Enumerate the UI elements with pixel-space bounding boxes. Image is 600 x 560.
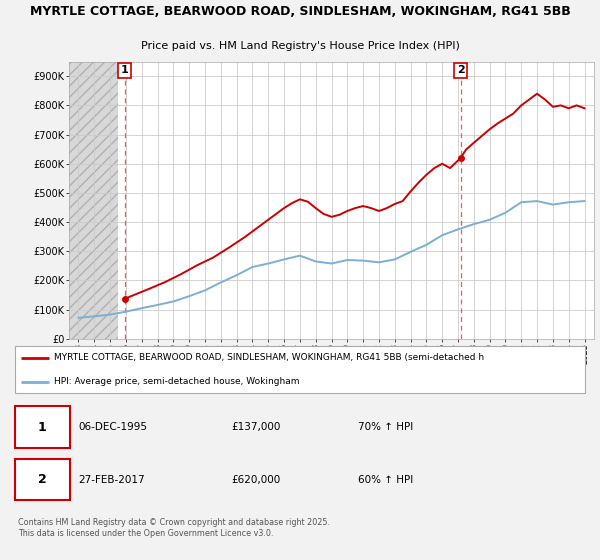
FancyBboxPatch shape xyxy=(15,459,70,500)
Text: 2: 2 xyxy=(457,66,464,76)
Bar xyxy=(69,62,118,339)
Text: 2: 2 xyxy=(38,473,46,486)
Text: MYRTLE COTTAGE, BEARWOOD ROAD, SINDLESHAM, WOKINGHAM, RG41 5BB: MYRTLE COTTAGE, BEARWOOD ROAD, SINDLESHA… xyxy=(29,5,571,18)
Text: Price paid vs. HM Land Registry's House Price Index (HPI): Price paid vs. HM Land Registry's House … xyxy=(140,41,460,51)
Text: MYRTLE COTTAGE, BEARWOOD ROAD, SINDLESHAM, WOKINGHAM, RG41 5BB (semi-detached h: MYRTLE COTTAGE, BEARWOOD ROAD, SINDLESHA… xyxy=(54,353,484,362)
Text: HPI: Average price, semi-detached house, Wokingham: HPI: Average price, semi-detached house,… xyxy=(54,377,299,386)
Text: £620,000: £620,000 xyxy=(231,474,280,484)
Text: 06-DEC-1995: 06-DEC-1995 xyxy=(78,422,147,432)
Text: 70% ↑ HPI: 70% ↑ HPI xyxy=(358,422,413,432)
Text: 1: 1 xyxy=(121,66,128,76)
Text: 60% ↑ HPI: 60% ↑ HPI xyxy=(358,474,413,484)
Text: 1: 1 xyxy=(38,421,46,433)
Text: £137,000: £137,000 xyxy=(231,422,280,432)
FancyBboxPatch shape xyxy=(15,407,70,448)
Text: 27-FEB-2017: 27-FEB-2017 xyxy=(78,474,145,484)
FancyBboxPatch shape xyxy=(15,347,585,393)
Text: Contains HM Land Registry data © Crown copyright and database right 2025.
This d: Contains HM Land Registry data © Crown c… xyxy=(18,518,330,538)
